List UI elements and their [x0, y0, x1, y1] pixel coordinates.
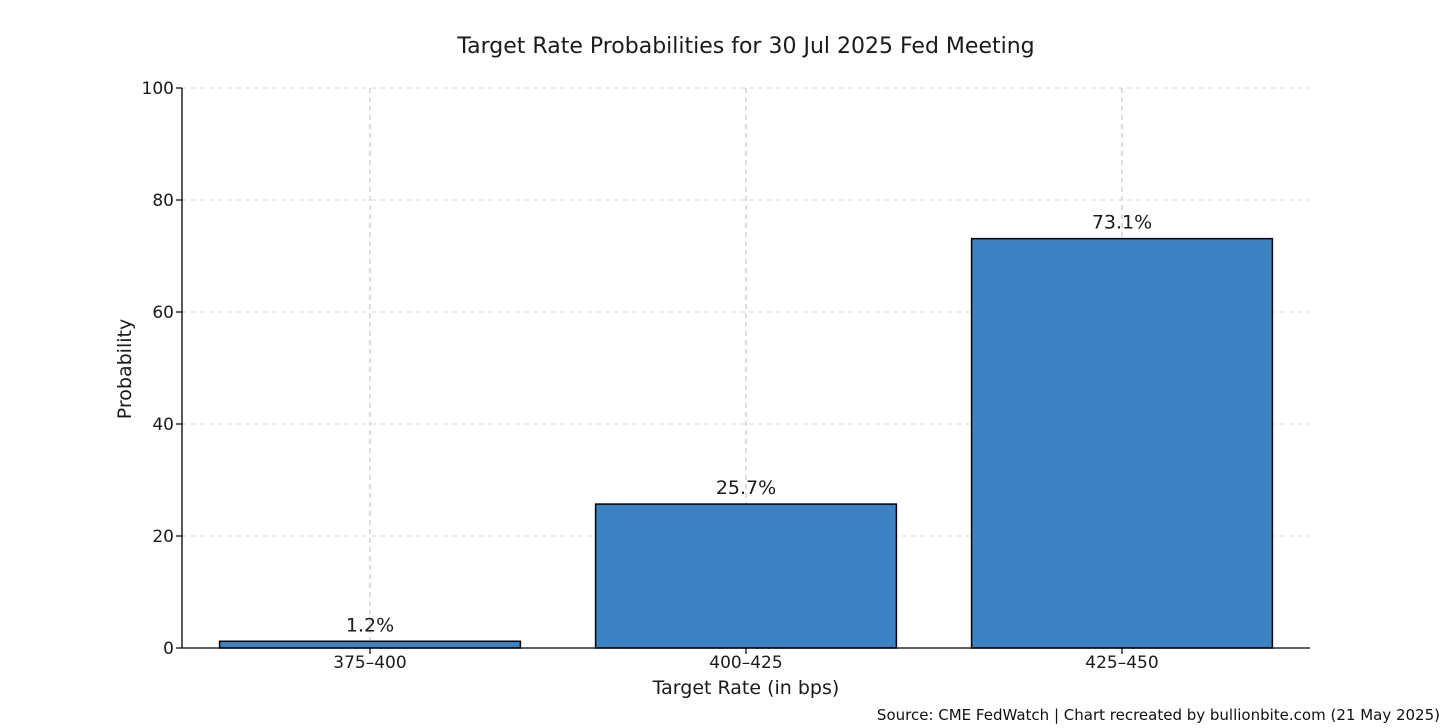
data-label: 1.2% [346, 614, 394, 636]
bar [218, 640, 522, 649]
y-tick-label: 100 [142, 79, 174, 99]
x-axis-label: Target Rate (in bps) [652, 677, 840, 699]
data-label: 25.7% [716, 477, 776, 499]
y-axis-label: Probability [114, 319, 136, 419]
y-tick-label: 0 [163, 639, 174, 659]
y-tick-label: 40 [152, 415, 174, 435]
y-tick-label: 20 [152, 527, 174, 547]
chart-title: Target Rate Probabilities for 30 Jul 202… [456, 34, 1034, 59]
source-note: Source: CME FedWatch | Chart recreated b… [876, 706, 1440, 724]
data-label: 73.1% [1092, 212, 1152, 234]
x-ticks: 375–400 400–425 425–450 [333, 648, 1159, 673]
y-tick-label: 80 [152, 191, 174, 211]
y-tick-label: 60 [152, 303, 174, 323]
x-tick-label: 375–400 [333, 653, 406, 673]
x-tick-label: 400–425 [709, 653, 782, 673]
bar [970, 237, 1274, 649]
bars [218, 237, 1274, 649]
bar [594, 503, 898, 649]
x-tick-label: 425–450 [1085, 653, 1158, 673]
data-labels: 1.2% 25.7% 73.1% [346, 212, 1152, 637]
y-ticks: 0 20 40 60 80 100 [142, 79, 182, 659]
